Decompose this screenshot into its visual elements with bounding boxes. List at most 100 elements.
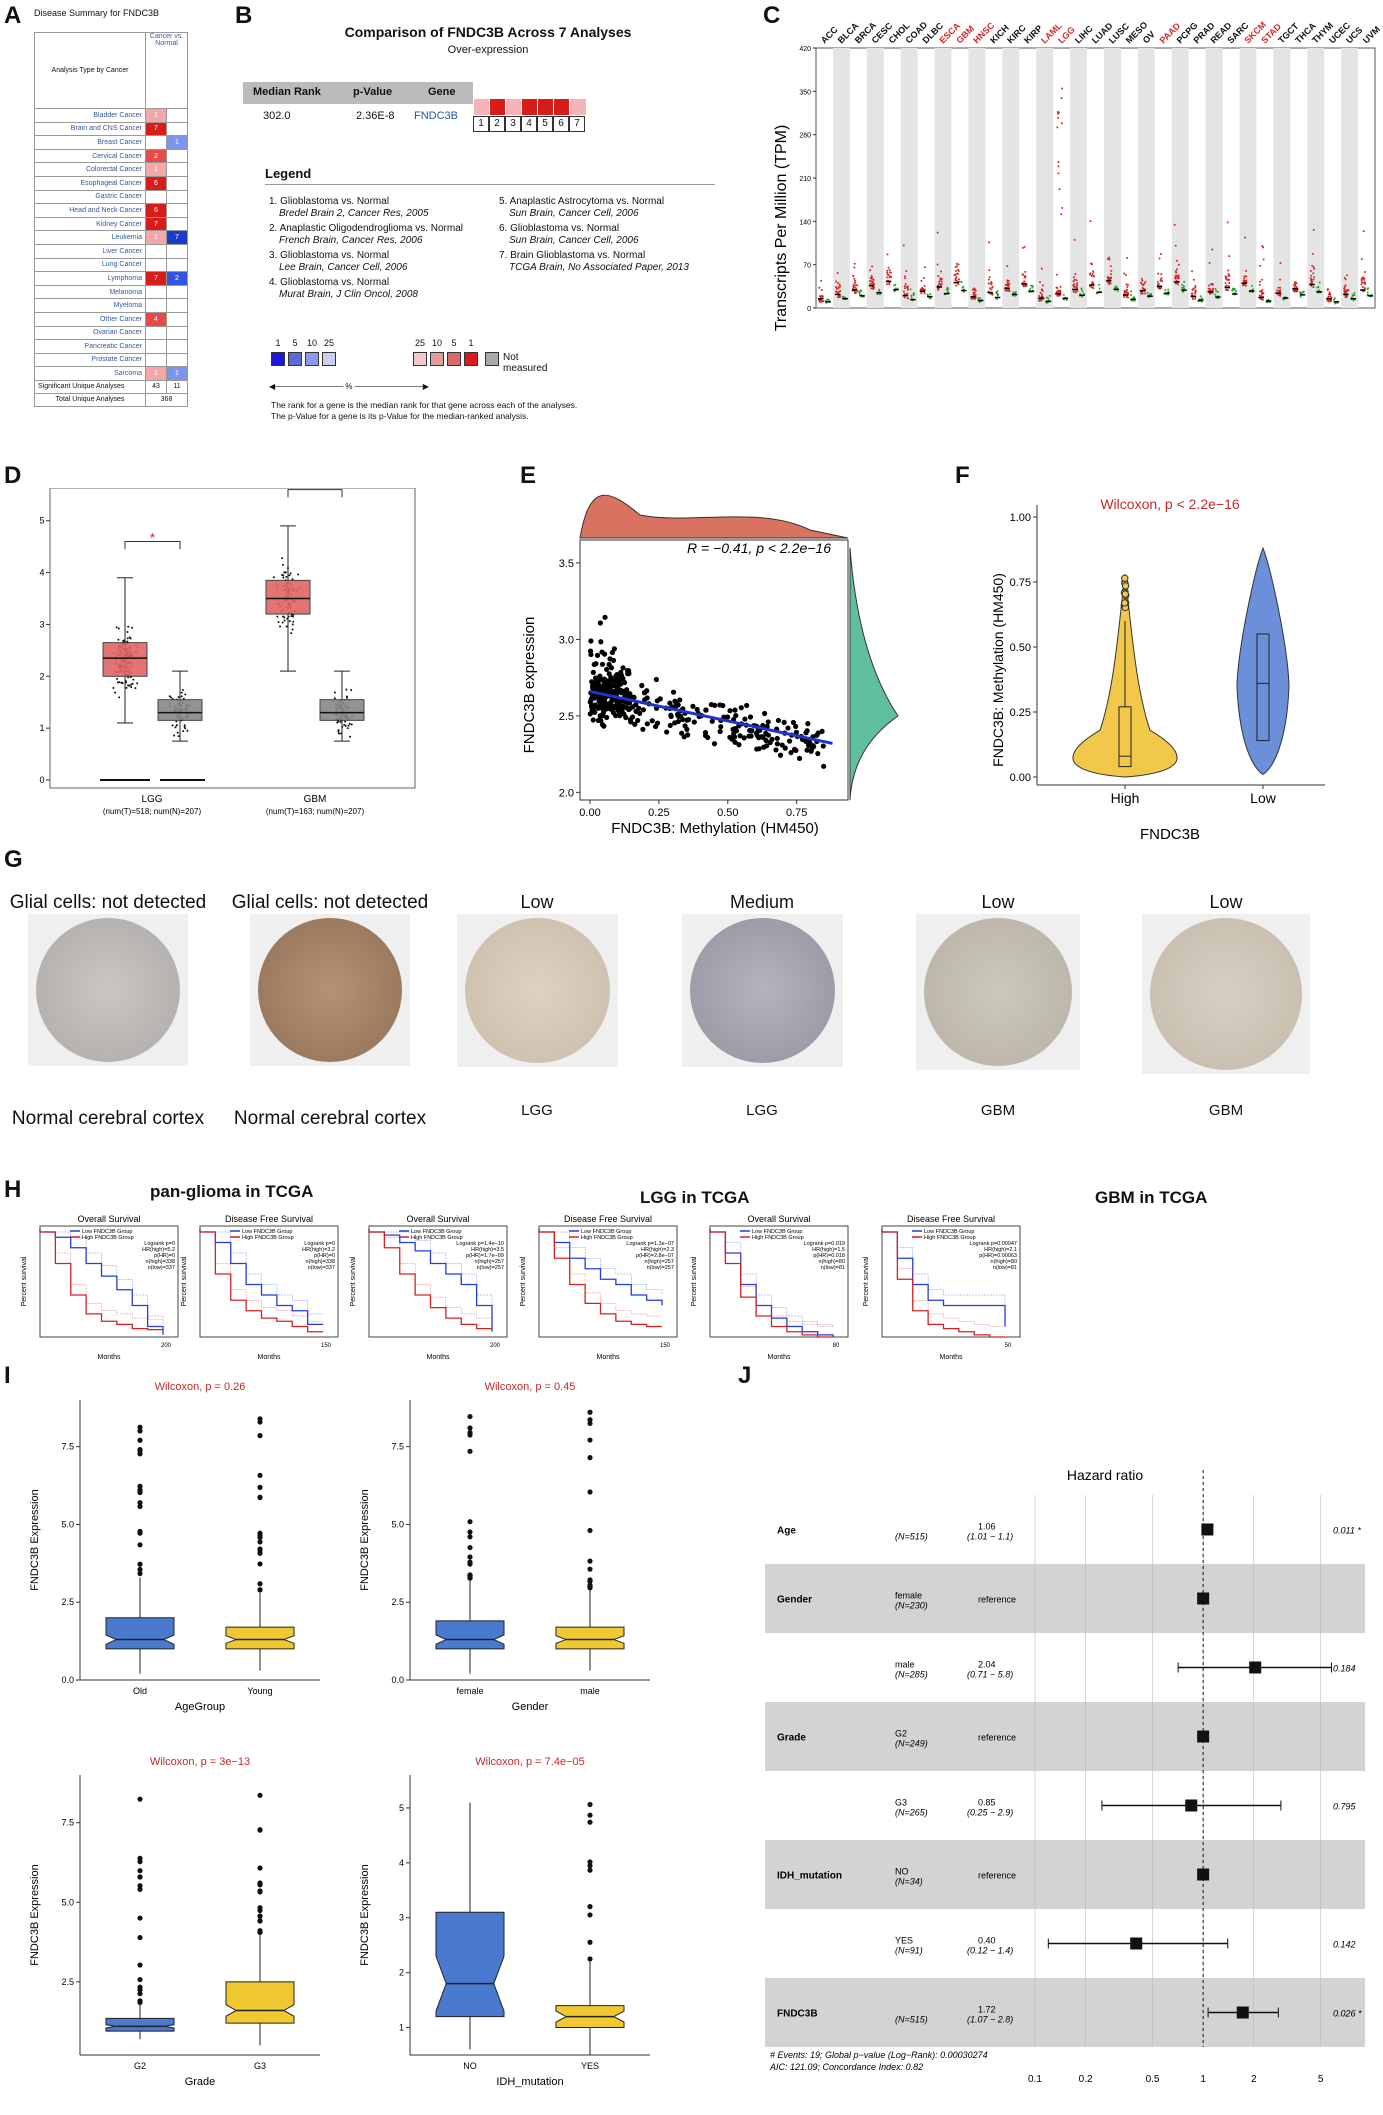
down-count[interactable]: [166, 216, 188, 232]
tumor-point: [1073, 278, 1076, 281]
tumor-point: [1343, 291, 1346, 294]
down-count[interactable]: [166, 325, 188, 341]
up-count[interactable]: [145, 243, 167, 259]
up-count[interactable]: 4: [145, 311, 167, 327]
tumor-point: [1089, 273, 1092, 276]
up-count[interactable]: [145, 352, 167, 368]
up-count[interactable]: 1: [145, 366, 167, 381]
up-count[interactable]: 1: [145, 230, 167, 245]
up-count[interactable]: [145, 298, 167, 313]
down-count[interactable]: [166, 189, 188, 205]
cancer-link[interactable]: Lymphoma: [34, 271, 146, 286]
i-stat: Wilcoxon, p = 0.45: [485, 1381, 576, 1393]
normal-point: [1181, 283, 1184, 286]
down-count[interactable]: [166, 352, 188, 368]
cancer-link[interactable]: Sarcoma: [34, 366, 146, 381]
up-count[interactable]: [145, 284, 167, 300]
cancer-link[interactable]: Pancreatic Cancer: [34, 339, 146, 354]
up-count[interactable]: 1: [145, 162, 167, 177]
j-n: (N=249): [895, 1739, 928, 1749]
i-boxplot: Wilcoxon, p = 3e−13 2.5 5.0 7.5 FNDC3B Expre…: [29, 1756, 320, 2088]
d-point: [174, 726, 177, 729]
cancer-link[interactable]: Kidney Cancer: [34, 216, 146, 232]
up-count[interactable]: 6: [145, 203, 167, 218]
j-estimate: [1197, 1868, 1210, 1881]
e-point: [590, 669, 596, 676]
down-count[interactable]: [166, 121, 188, 137]
up-count[interactable]: [145, 189, 167, 205]
d-point: [291, 578, 294, 581]
d-point: [343, 723, 346, 726]
cancer-link[interactable]: Other Cancer: [34, 311, 146, 327]
km-stat: Logrank p=0: [144, 1241, 175, 1247]
tumor-point: [1326, 289, 1329, 292]
cancer-link[interactable]: Cervical Cancer: [34, 148, 146, 164]
legend-item: 7. Brain Glioblastoma vs. Normal: [499, 250, 646, 261]
up-count[interactable]: [145, 325, 167, 341]
tumor-point: [1023, 276, 1026, 279]
down-count[interactable]: [166, 162, 188, 177]
cancer-link[interactable]: Esophageal Cancer: [34, 175, 146, 191]
panel-label-d: D: [4, 462, 22, 489]
down-count[interactable]: [166, 148, 188, 164]
tumor-point: [940, 283, 943, 286]
tumor-point: [822, 300, 825, 303]
scale-label: 10: [431, 338, 442, 348]
cancer-link[interactable]: Breast Cancer: [34, 135, 146, 150]
cancer-link[interactable]: Lung Cancer: [34, 257, 146, 273]
tumor-point: [1040, 267, 1043, 270]
cancer-link[interactable]: Gastric Cancer: [34, 189, 146, 205]
down-count[interactable]: [166, 203, 188, 218]
km-legend-high: High FNDC3B Group: [82, 1235, 134, 1241]
tumor-point: [988, 287, 991, 290]
e-point: [756, 746, 762, 752]
up-count[interactable]: 1: [145, 108, 167, 123]
down-count[interactable]: 2: [166, 271, 188, 286]
cancer-link[interactable]: Ovarian Cancer: [34, 325, 146, 341]
up-count[interactable]: 6: [145, 175, 167, 191]
down-count[interactable]: [166, 311, 188, 327]
cancer-link[interactable]: Liver Cancer: [34, 243, 146, 259]
up-count[interactable]: 7: [145, 271, 167, 286]
down-count[interactable]: [166, 108, 188, 123]
tumor-point: [1075, 286, 1078, 289]
c-band: [1341, 48, 1359, 308]
e-point: [720, 702, 726, 709]
cancer-link[interactable]: Leukemia: [34, 230, 146, 245]
cancer-link[interactable]: Bladder Cancer: [34, 108, 146, 123]
tumor-point: [1005, 289, 1008, 292]
down-count[interactable]: [166, 284, 188, 300]
up-count[interactable]: 7: [145, 216, 167, 232]
d-point: [339, 732, 342, 735]
up-count[interactable]: [145, 339, 167, 354]
normal-point: [1082, 292, 1085, 295]
down-count[interactable]: 1: [166, 366, 188, 381]
tumor-point: [835, 286, 838, 289]
down-count[interactable]: [166, 339, 188, 354]
km-stat: Logrank p=0: [304, 1241, 335, 1247]
cancer-link[interactable]: Melanoma: [34, 284, 146, 300]
tumor-point: [1258, 294, 1261, 297]
i-outlier: [467, 1425, 473, 1431]
cancer-link[interactable]: Colorectal Cancer: [34, 162, 146, 177]
down-count[interactable]: 1: [166, 135, 188, 150]
tumor-point: [936, 287, 939, 290]
down-count[interactable]: [166, 257, 188, 273]
down-count[interactable]: [166, 298, 188, 313]
cancer-link[interactable]: Myeloma: [34, 298, 146, 313]
cancer-link[interactable]: Prostate Cancer: [34, 352, 146, 368]
e-point: [690, 703, 696, 709]
down-count[interactable]: [166, 243, 188, 259]
down-count[interactable]: [166, 175, 188, 191]
cancer-link[interactable]: Brain and CNS Cancer: [34, 121, 146, 137]
up-count[interactable]: [145, 257, 167, 273]
d-point: [346, 727, 349, 730]
up-count[interactable]: [145, 135, 167, 150]
up-count[interactable]: 7: [145, 121, 167, 137]
ihc-staining-level: Low: [1209, 892, 1243, 912]
up-count[interactable]: 2: [145, 148, 167, 164]
down-count[interactable]: 7: [166, 230, 188, 245]
sig-label: Significant Unique Analyses: [34, 379, 146, 394]
gene-link[interactable]: FNDC3B: [414, 110, 459, 122]
cancer-link[interactable]: Head and Neck Cancer: [34, 203, 146, 218]
